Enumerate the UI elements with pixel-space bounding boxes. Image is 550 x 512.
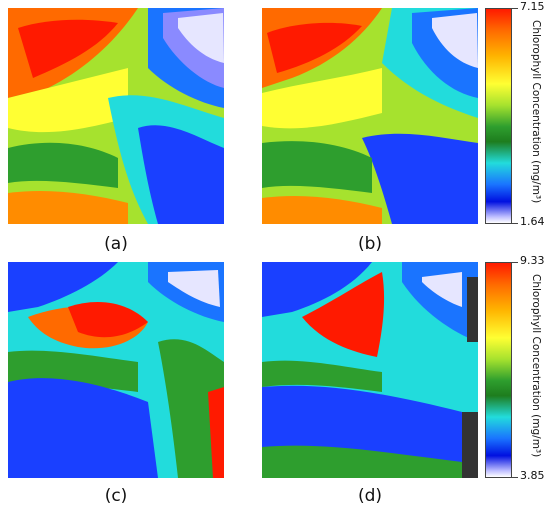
map-b-green-band [262,141,372,193]
map-b-mid-band [262,68,382,129]
map-a-bottom-orange [8,191,128,224]
map-d-bottom-green [262,445,462,478]
heatmap-panel-a [8,8,224,224]
map-d-no-data-bottom [462,412,478,478]
colorbar-top [485,8,512,224]
colorbar-bottom-tick-max [512,262,518,263]
colorbar-bottom-tick-min [512,477,518,478]
map-a-green-band [8,142,118,188]
colorbar-bottom-max-label: 9.33 [520,254,545,267]
colorbar-top-min-label: 1.64 [520,215,545,228]
map-a-white-region [178,13,224,63]
map-c-low-top-left [8,262,118,312]
map-c-blue-region [8,378,158,478]
heatmap-a-svg [8,8,224,224]
colorbar-top-tick-min [512,223,518,224]
map-c-white-region [168,270,220,307]
colorbar-top-tick-max [512,8,518,9]
colorbar-bottom-min-label: 3.85 [520,469,545,482]
colorbar-top-title: Chlorophyll Concentration (mg/m³) [530,20,542,204]
map-b-bottom-orange [262,196,382,224]
colorbar-top-max-label: 7.15 [520,0,545,13]
heatmap-panel-b [262,8,478,224]
map-b-white-region [432,13,478,68]
colorbar-bottom [485,262,512,478]
heatmap-b-svg [262,8,478,224]
map-a-mid-band [8,68,128,133]
heatmap-panel-d [262,262,478,478]
colorbar-bottom-title: Chlorophyll Concentration (mg/m³) [530,274,542,458]
heatmap-d-svg [262,262,478,478]
caption-d: (d) [357,486,383,506]
map-d-peak-region [302,272,385,357]
map-c-right-red-edge [208,387,224,478]
map-b-peak-region [267,22,362,73]
heatmap-c-svg [8,262,224,478]
map-d-green-band [262,360,382,392]
caption-c: (c) [104,486,128,506]
map-a-peak-region [18,19,118,78]
map-d-low-top-left [262,262,372,317]
caption-a: (a) [104,234,128,254]
map-d-no-data-top [467,277,478,342]
map-c-right-green [158,339,224,478]
heatmap-panel-c [8,262,224,478]
map-d-white-region [422,272,462,307]
map-b-blue-region [362,133,478,224]
caption-b: (b) [357,234,383,254]
map-c-peak-region [68,302,148,338]
map-a-blue-region [138,125,224,224]
